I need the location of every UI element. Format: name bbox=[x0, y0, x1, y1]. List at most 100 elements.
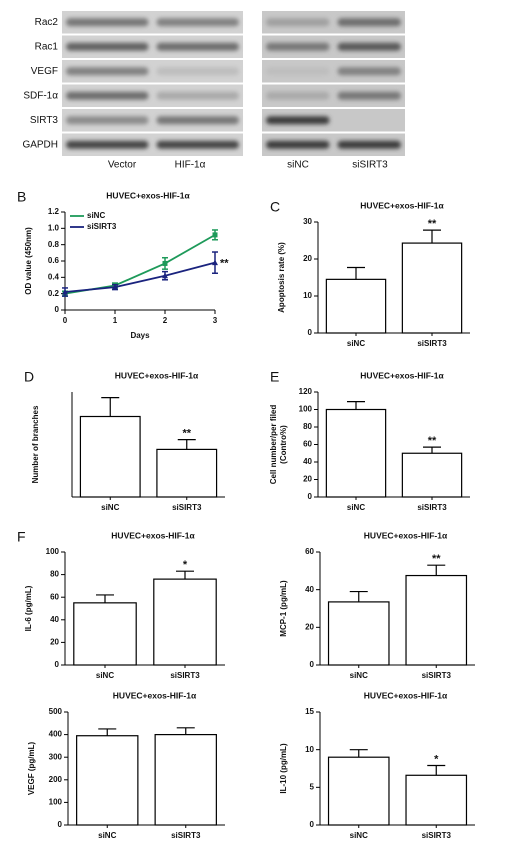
chart-title: HUVEC+exos-HIF-1α bbox=[364, 530, 448, 540]
panel-label: D bbox=[24, 369, 34, 385]
x-tick-label: siSIRT3 bbox=[422, 671, 452, 680]
row-label: SDF-1α bbox=[23, 90, 58, 101]
row-label: SIRT3 bbox=[30, 115, 59, 126]
x-tick-label: siNC bbox=[98, 831, 116, 840]
y-tick-label: 0.6 bbox=[48, 256, 60, 265]
band bbox=[66, 42, 149, 51]
blot-strip bbox=[262, 84, 405, 107]
y-tick-label: 1.2 bbox=[48, 207, 60, 216]
band bbox=[156, 67, 239, 76]
error-bar bbox=[98, 728, 117, 736]
significance: ** bbox=[182, 428, 191, 440]
y-tick-label: 0.4 bbox=[48, 272, 60, 281]
series-line bbox=[64, 234, 216, 295]
column-label: siNC bbox=[287, 160, 309, 171]
band bbox=[337, 91, 401, 100]
blot-strip bbox=[62, 60, 243, 83]
error-bar bbox=[177, 439, 196, 450]
blot-strip bbox=[262, 109, 405, 132]
y-tick-label: 20 bbox=[50, 638, 59, 647]
chart-title: HUVEC+exos-HIF-1α bbox=[113, 690, 197, 700]
y-tick-label: 0.2 bbox=[48, 289, 60, 298]
y-axis-label: Cell number/per filed bbox=[269, 405, 278, 485]
row-label: GAPDH bbox=[22, 139, 58, 150]
y-tick-label: 300 bbox=[49, 752, 63, 761]
legend-label: siSIRT3 bbox=[87, 222, 117, 231]
error-bar bbox=[349, 749, 368, 758]
y-tick-label: 0 bbox=[308, 492, 313, 501]
bar bbox=[327, 756, 390, 826]
y-axis-label: OD value (450nm) bbox=[24, 227, 33, 295]
panel-label: E bbox=[270, 369, 279, 385]
x-tick-label: siSIRT3 bbox=[172, 503, 202, 512]
y-tick-label: 400 bbox=[49, 730, 63, 739]
y-tick-label: 1.0 bbox=[48, 223, 60, 232]
x-tick-label: 0 bbox=[63, 316, 68, 325]
chart-title: HUVEC+exos-HIF-1α bbox=[360, 370, 444, 380]
bar bbox=[76, 735, 139, 826]
x-tick-label: 3 bbox=[213, 316, 218, 325]
significance: ** bbox=[220, 258, 229, 270]
y-tick-label: 10 bbox=[303, 291, 312, 300]
significance: ** bbox=[432, 553, 441, 565]
y-axis-label: Number of branches bbox=[31, 405, 40, 483]
chart-title: HUVEC+exos-HIF-1α bbox=[111, 530, 195, 540]
blot-strip bbox=[62, 11, 243, 34]
bar bbox=[73, 602, 137, 666]
chart-title: HUVEC+exos-HIF-1α bbox=[360, 200, 444, 210]
blot-strip bbox=[262, 133, 405, 156]
column-label: Vector bbox=[108, 160, 137, 171]
x-tick-label: 1 bbox=[113, 316, 118, 325]
y-tick-label: 500 bbox=[49, 707, 63, 716]
error-bar bbox=[176, 727, 195, 735]
bar bbox=[79, 415, 141, 498]
band bbox=[266, 91, 330, 100]
y-axis-label: VEGF (pg/mL) bbox=[27, 742, 36, 796]
series-line bbox=[64, 261, 216, 293]
band bbox=[156, 116, 239, 125]
y-tick-label: 40 bbox=[305, 585, 314, 594]
bar bbox=[325, 278, 387, 334]
band bbox=[266, 42, 330, 51]
y-tick-label: 0 bbox=[310, 660, 315, 669]
x-tick-label: siSIRT3 bbox=[171, 831, 201, 840]
y-axis-label: MCP-1 (pg/mL) bbox=[279, 580, 288, 637]
band bbox=[66, 140, 149, 149]
error-bar bbox=[423, 229, 441, 244]
error-bar bbox=[176, 570, 194, 580]
band bbox=[266, 67, 330, 76]
blot-strip bbox=[62, 109, 243, 132]
band bbox=[266, 18, 330, 27]
error-bar bbox=[96, 594, 114, 603]
bar bbox=[156, 448, 218, 498]
chart-title: HUVEC+exos-HIF-1α bbox=[115, 370, 199, 380]
band bbox=[266, 116, 330, 125]
x-tick-label: siSIRT3 bbox=[417, 339, 447, 348]
y-axis-label: (Contro%) bbox=[279, 425, 288, 464]
x-tick-label: siNC bbox=[347, 339, 365, 348]
y-tick-label: 40 bbox=[303, 457, 312, 466]
band bbox=[337, 42, 401, 51]
x-tick-label: siSIRT3 bbox=[170, 671, 200, 680]
y-tick-label: 0 bbox=[58, 820, 63, 829]
error-bar bbox=[347, 266, 365, 280]
y-tick-label: 80 bbox=[50, 570, 59, 579]
significance: * bbox=[434, 753, 439, 765]
y-tick-label: 100 bbox=[46, 547, 60, 556]
blot-strip bbox=[62, 84, 243, 107]
y-tick-label: 0 bbox=[55, 305, 60, 314]
point bbox=[62, 289, 68, 295]
y-tick-label: 10 bbox=[305, 745, 314, 754]
y-axis-label: IL-6 (pg/mL) bbox=[24, 585, 33, 631]
column-label: HIF-1α bbox=[175, 160, 206, 171]
chart-title: HUVEC+exos-HIF-1α bbox=[364, 690, 448, 700]
y-axis-label: IL-10 (pg/mL) bbox=[279, 743, 288, 794]
x-tick-label: siNC bbox=[350, 831, 368, 840]
blot-strip bbox=[62, 35, 243, 58]
point bbox=[212, 259, 218, 266]
band bbox=[156, 91, 239, 100]
y-tick-label: 20 bbox=[305, 622, 314, 631]
point bbox=[162, 260, 168, 266]
x-tick-label: siSIRT3 bbox=[417, 503, 447, 512]
